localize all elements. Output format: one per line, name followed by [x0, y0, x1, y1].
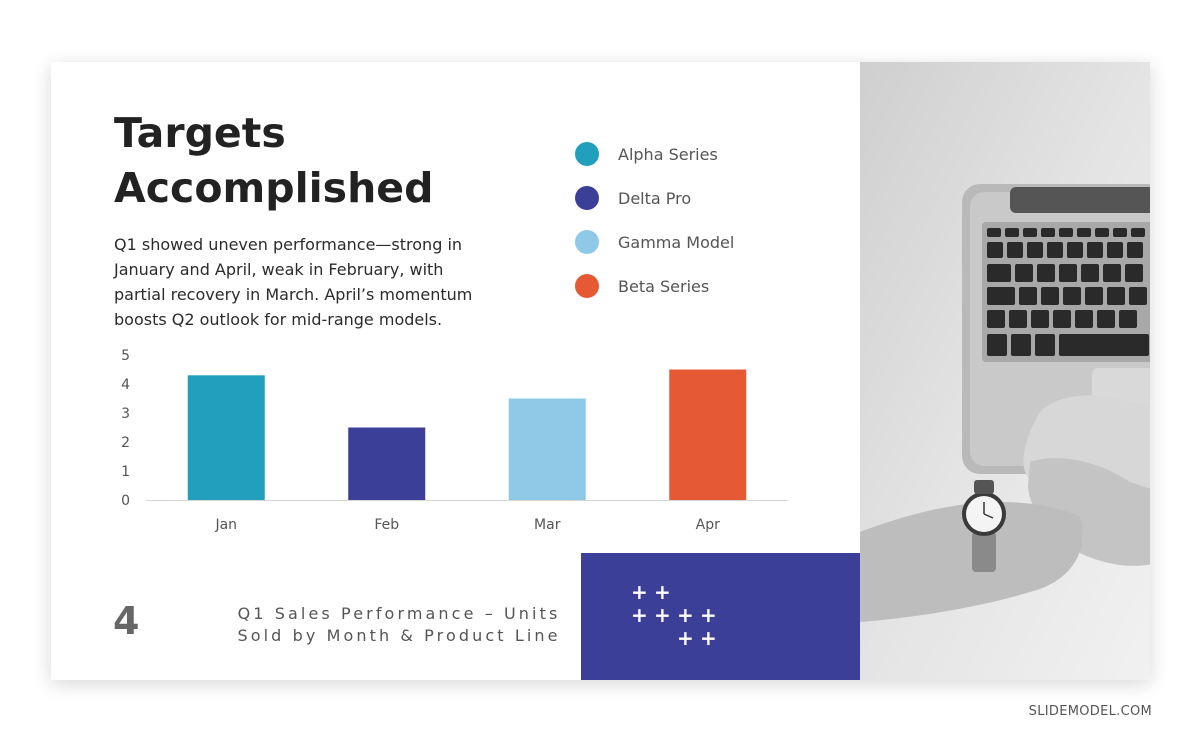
plus-icon: +: [654, 603, 671, 627]
page-number: 4: [113, 599, 140, 643]
chart-legend: Alpha Series Delta Pro Gamma Model Beta …: [575, 132, 734, 308]
plus-icon: +: [700, 603, 717, 627]
footer-line-1: Q1 Sales Performance – Units: [237, 604, 561, 623]
bar-jan: [187, 375, 265, 500]
slide: Targets Accomplished Q1 showed uneven pe…: [51, 62, 1150, 680]
legend-item: Gamma Model: [575, 220, 734, 264]
plus-icon: +: [700, 626, 717, 650]
legend-item: Beta Series: [575, 264, 734, 308]
bar-mar: [508, 398, 586, 500]
y-tick-label: 0: [121, 493, 130, 509]
x-tick-label: Apr: [696, 517, 720, 533]
y-tick-label: 2: [121, 435, 130, 451]
plus-icon: +: [677, 603, 694, 627]
y-tick-label: 1: [121, 464, 130, 480]
legend-label: Gamma Model: [618, 232, 735, 252]
plus-icon: +: [677, 626, 694, 650]
legend-dot: [575, 186, 599, 210]
legend-item: Alpha Series: [575, 132, 734, 176]
legend-dot: [575, 230, 599, 254]
x-tick-label: Mar: [534, 517, 561, 533]
slide-title: Targets Accomplished: [114, 109, 434, 212]
watermark: SLIDEMODEL.COM: [1028, 704, 1152, 719]
legend-dot: [575, 274, 599, 298]
footer-line-2: Sold by Month & Product Line: [237, 626, 561, 645]
laptop-hands-photo: [860, 62, 1150, 680]
x-tick-label: Jan: [214, 517, 237, 533]
legend-dot: [575, 142, 599, 166]
legend-label: Beta Series: [618, 276, 710, 296]
accent-block: + + + + + + + +: [581, 553, 860, 680]
legend-item: Delta Pro: [575, 176, 734, 220]
slide-description: Q1 showed uneven performance—strong in J…: [114, 235, 473, 329]
plus-icon: +: [631, 580, 648, 604]
y-tick-label: 4: [121, 377, 130, 393]
bar-apr: [669, 369, 747, 500]
footer-caption: Q1 Sales Performance – Units Sold by Mon…: [179, 603, 619, 647]
legend-label: Alpha Series: [618, 144, 718, 164]
plus-icon: +: [631, 603, 648, 627]
plus-icon: +: [654, 580, 671, 604]
y-tick-label: 3: [121, 406, 130, 422]
bar-chart: 0 1 2 3 4 5 Jan Feb Mar Apr: [121, 348, 788, 533]
legend-label: Delta Pro: [618, 188, 692, 208]
bar-feb: [348, 427, 426, 500]
y-tick-label: 5: [121, 348, 130, 364]
x-tick-label: Feb: [374, 517, 399, 533]
